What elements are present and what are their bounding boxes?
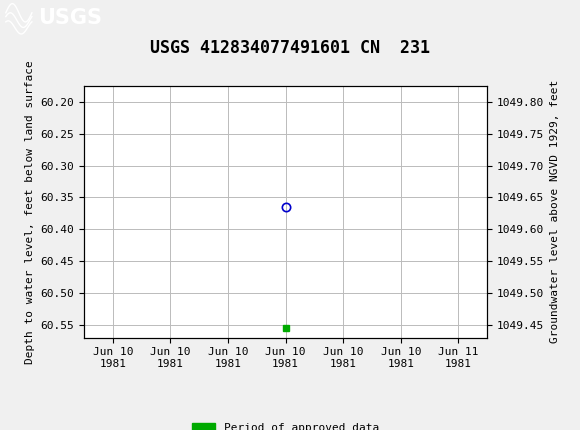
Text: USGS 412834077491601 CN  231: USGS 412834077491601 CN 231: [150, 39, 430, 57]
Text: USGS: USGS: [38, 8, 102, 28]
Y-axis label: Groundwater level above NGVD 1929, feet: Groundwater level above NGVD 1929, feet: [550, 80, 560, 344]
Legend: Period of approved data: Period of approved data: [188, 419, 383, 430]
Y-axis label: Depth to water level, feet below land surface: Depth to water level, feet below land su…: [25, 60, 35, 364]
